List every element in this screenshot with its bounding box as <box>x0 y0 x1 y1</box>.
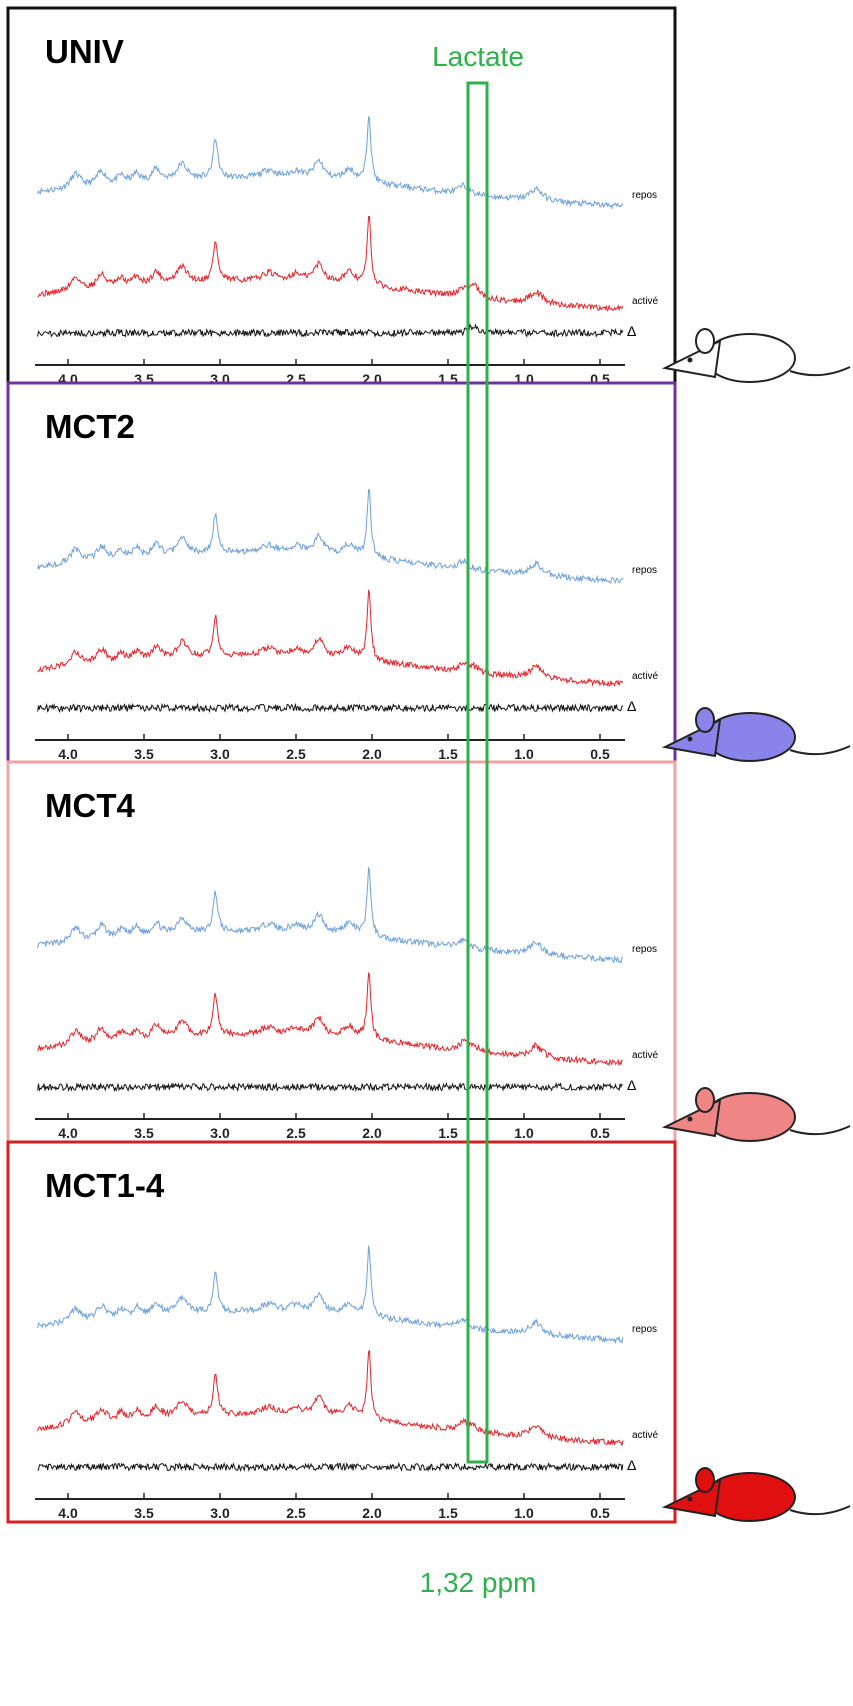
panel-title: MCT4 <box>45 787 135 824</box>
trace-label: repos <box>632 190 657 201</box>
panel: UNIV repos activé Δ 4.0 3.5 3.0 2.5 2.0 1.5 1.0 0.5 <box>6 6 851 387</box>
tick-label: 3.0 <box>210 746 230 762</box>
active-spectrum <box>37 971 623 1067</box>
tick-label: 2.0 <box>362 371 382 387</box>
mouse-eye <box>687 736 693 742</box>
tick-label: 2.5 <box>286 746 306 762</box>
trace-label: repos <box>632 565 657 576</box>
trace-label: repos <box>632 1324 657 1335</box>
mouse-tail <box>789 1125 851 1136</box>
trace-label: Δ <box>627 323 636 339</box>
panel: MCT1-4 repos activé Δ 4.0 3.5 3.0 2.5 2.0 1.5 1.0 0… <box>6 1140 851 1524</box>
tick-label: 1.0 <box>514 746 534 762</box>
tick-label: 3.0 <box>210 371 230 387</box>
rest-spectrum <box>37 867 623 964</box>
tick-label: 1.5 <box>438 371 458 387</box>
difference-spectrum <box>37 1461 624 1473</box>
tick-label: 0.5 <box>590 1505 610 1521</box>
mouse-ear <box>695 1087 715 1113</box>
mouse-ear <box>695 328 715 354</box>
tick-label: 2.0 <box>362 1505 382 1521</box>
active-spectrum <box>37 1349 624 1446</box>
tick-label: 3.5 <box>134 371 154 387</box>
difference-spectrum <box>37 1081 623 1093</box>
ppm-label: 1,32 ppm <box>420 1567 537 1598</box>
mouse-eye <box>687 357 693 363</box>
tick-label: 2.0 <box>362 746 382 762</box>
mouse-tail <box>789 1505 851 1516</box>
mouse-eye <box>687 1496 693 1502</box>
tick-label: 0.5 <box>590 1125 610 1141</box>
tick-label: 3.5 <box>134 1125 154 1141</box>
trace-label: activé <box>632 296 659 307</box>
rest-spectrum <box>37 1245 624 1345</box>
active-spectrum <box>37 215 624 312</box>
trace-label: repos <box>632 944 657 955</box>
tick-label: 1.5 <box>438 1505 458 1521</box>
tick-label: 2.5 <box>286 371 306 387</box>
mouse-tail <box>789 745 851 756</box>
panel-title: MCT1-4 <box>45 1167 165 1204</box>
panel-title: MCT2 <box>45 408 135 445</box>
mouse-eye <box>687 1116 693 1122</box>
tick-label: 4.0 <box>58 746 78 762</box>
trace-label: Δ <box>627 1077 636 1093</box>
mouse-ear <box>695 707 715 733</box>
tick-label: 2.5 <box>286 1125 306 1141</box>
mouse-ear <box>695 1467 715 1493</box>
panel-title: UNIV <box>45 33 124 70</box>
tick-label: 0.5 <box>590 371 610 387</box>
lactate-label: Lactate <box>432 41 524 72</box>
tick-label: 1.0 <box>514 1125 534 1141</box>
trace-label: Δ <box>627 1457 636 1473</box>
tick-label: 1.0 <box>514 371 534 387</box>
trace-label: activé <box>632 671 659 682</box>
difference-spectrum <box>37 702 624 714</box>
panel: MCT2 repos activé Δ 4.0 3.5 3.0 2.5 2.0 1.5 1.0 0.5 <box>6 381 851 764</box>
tick-label: 1.5 <box>438 1125 458 1141</box>
tick-label: 4.0 <box>58 1505 78 1521</box>
tick-label: 0.5 <box>590 746 610 762</box>
panel-frame <box>6 1140 677 1524</box>
tick-label: 3.5 <box>134 1505 154 1521</box>
trace-label: activé <box>632 1050 659 1061</box>
tick-label: 3.0 <box>210 1125 230 1141</box>
tick-label: 1.0 <box>514 1505 534 1521</box>
tick-label: 2.0 <box>362 1125 382 1141</box>
tick-label: 2.5 <box>286 1505 306 1521</box>
rest-spectrum <box>37 116 624 210</box>
tick-label: 3.0 <box>210 1505 230 1521</box>
tick-label: 3.5 <box>134 746 154 762</box>
tick-label: 1.5 <box>438 746 458 762</box>
active-spectrum <box>37 589 624 687</box>
lactate-box <box>466 81 489 1464</box>
trace-label: activé <box>632 1430 659 1441</box>
difference-spectrum <box>37 323 624 339</box>
rest-spectrum <box>37 489 624 585</box>
panel: MCT4 repos activé Δ 4.0 3.5 3.0 2.5 2.0 1.5 1.0 0.5 <box>6 760 851 1144</box>
trace-label: Δ <box>627 698 636 714</box>
tick-label: 4.0 <box>58 371 78 387</box>
mouse-tail <box>789 366 851 377</box>
tick-label: 4.0 <box>58 1125 78 1141</box>
